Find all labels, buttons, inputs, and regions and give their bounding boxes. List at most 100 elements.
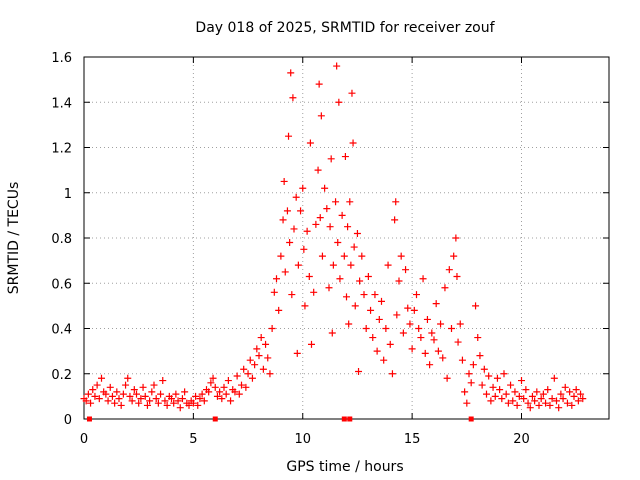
data-point <box>458 356 466 364</box>
data-point <box>397 252 405 260</box>
data-point <box>84 390 92 398</box>
data-point <box>328 329 336 337</box>
data-point <box>300 245 308 253</box>
data-point <box>332 198 340 206</box>
data-point <box>345 320 353 328</box>
data-point <box>259 365 267 373</box>
data-point <box>341 153 349 161</box>
data-point <box>181 388 189 396</box>
data-point <box>323 205 331 213</box>
data-point <box>283 207 291 215</box>
data-point <box>325 284 333 292</box>
data-point <box>498 395 506 403</box>
data-point <box>227 397 235 405</box>
data-point <box>279 216 287 224</box>
data-point <box>513 401 521 409</box>
data-point <box>572 386 580 394</box>
data-point <box>472 302 480 310</box>
data-point <box>115 395 123 403</box>
data-point <box>518 377 525 385</box>
data-point <box>500 370 508 378</box>
data-point <box>561 383 569 391</box>
data-point <box>524 399 532 407</box>
data-point <box>528 392 536 400</box>
data-point <box>344 223 352 231</box>
data-point <box>520 395 528 403</box>
data-point <box>430 336 438 344</box>
data-point <box>452 234 460 242</box>
data-point <box>286 239 294 247</box>
data-point <box>130 386 138 394</box>
baseline-marker <box>341 416 347 422</box>
data-point <box>408 345 416 353</box>
data-point <box>406 320 414 328</box>
data-point <box>251 361 259 369</box>
data-point <box>338 211 346 219</box>
x-tick-label: 0 <box>80 432 88 447</box>
baseline-marker <box>86 416 92 422</box>
data-point <box>176 404 184 412</box>
data-point <box>548 395 556 403</box>
data-point <box>509 397 517 405</box>
data-point <box>428 329 436 337</box>
data-point <box>240 365 248 373</box>
data-point <box>476 352 484 360</box>
data-point <box>349 139 357 147</box>
data-point <box>102 390 110 398</box>
data-point <box>87 399 95 407</box>
data-point <box>465 370 473 378</box>
data-point <box>568 401 576 409</box>
grid <box>84 57 609 419</box>
chart-title: Day 018 of 2025, SRMTID for receiver zou… <box>195 20 495 36</box>
data-point <box>119 390 127 398</box>
data-point <box>104 397 112 405</box>
data-point <box>98 374 105 382</box>
data-point <box>157 390 165 398</box>
data-point <box>152 395 160 403</box>
data-point <box>360 291 368 299</box>
data-point <box>364 272 372 280</box>
data-point <box>196 395 204 403</box>
data-point <box>478 381 486 389</box>
data-point <box>317 112 325 120</box>
data-point <box>546 401 554 409</box>
data-point <box>358 252 366 260</box>
data-point <box>336 275 344 283</box>
data-point <box>108 392 116 400</box>
data-point <box>143 401 151 409</box>
data-point <box>273 275 280 283</box>
data-point <box>150 381 158 389</box>
data-point <box>347 261 355 269</box>
data-point <box>557 390 565 398</box>
data-point <box>310 288 318 296</box>
data-point <box>559 395 567 403</box>
data-point <box>124 374 132 382</box>
data-point <box>329 261 337 269</box>
data-point <box>297 207 305 215</box>
data-point <box>402 266 410 274</box>
data-point <box>346 198 354 206</box>
data-point <box>93 381 101 389</box>
data-point <box>200 397 208 405</box>
y-tick-label: 0.2 <box>51 368 72 383</box>
data-point <box>577 390 585 398</box>
data-point <box>216 388 224 396</box>
data-point <box>434 347 442 355</box>
data-point <box>299 184 307 192</box>
data-point <box>244 370 252 378</box>
data-point <box>415 325 423 332</box>
data-point <box>163 401 171 409</box>
data-point <box>417 334 425 342</box>
data-point <box>262 340 270 348</box>
data-point <box>235 390 243 398</box>
data-point <box>148 388 156 396</box>
data-point <box>82 397 90 405</box>
data-point <box>544 386 552 394</box>
data-point <box>566 388 574 396</box>
y-tick-label: 1.2 <box>51 142 72 157</box>
data-point <box>174 397 182 405</box>
data-point <box>348 89 356 97</box>
data-point <box>570 392 578 400</box>
data-point <box>178 395 186 403</box>
data-point <box>423 315 431 323</box>
